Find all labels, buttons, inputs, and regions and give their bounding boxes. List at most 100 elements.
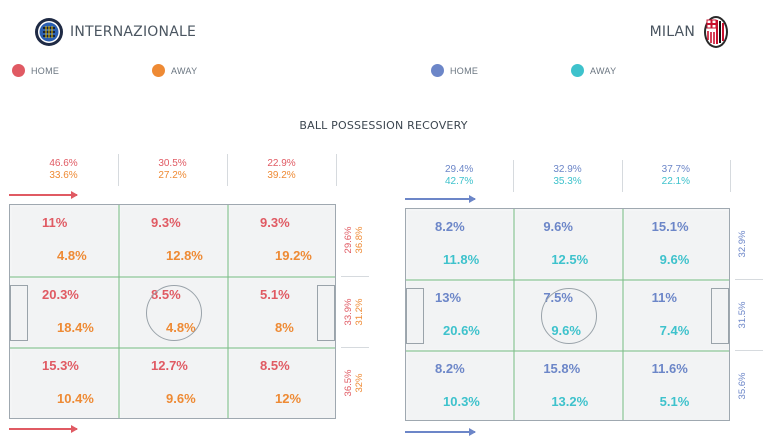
legend-label: HOME [450, 65, 479, 76]
column-divider [513, 160, 515, 192]
pitch-zone: 9.3% 19.2% [230, 207, 335, 275]
pitch-line [406, 350, 729, 352]
legend-label: AWAY [171, 65, 198, 76]
row-share-home: 29.6% [343, 226, 354, 254]
column-share-away: 39.2% [267, 170, 296, 181]
legend-label: AWAY [590, 65, 617, 76]
column-share-away: 42.7% [444, 176, 474, 187]
zone-home-value: 8.2% [435, 361, 465, 376]
pitch-line [10, 275, 335, 278]
attack-direction-arrow [9, 191, 78, 199]
zone-away-value: 7.4% [659, 323, 690, 338]
legend-dot [152, 64, 165, 77]
column-divider [118, 154, 119, 186]
pitch: 8.2% 11.8% 9.6% 12.5% 15.1% 9.6% 13% 20.6% 7.5% 9… [405, 208, 730, 421]
column-share-away: 27.2% [158, 170, 187, 181]
penalty-box-right [711, 287, 729, 344]
pitch-line [513, 209, 516, 420]
row-divider [735, 350, 763, 351]
pitch-zone: 12.7% 9.6% [121, 350, 226, 418]
column-share-home: 29.4% [444, 164, 474, 175]
zone-home-value: 13% [435, 290, 462, 305]
pitch-zone: 13% 20.6% [408, 282, 513, 349]
legend-inter-home: HOME [12, 64, 59, 77]
zone-away-value: 12.5% [551, 252, 589, 267]
center-circle [540, 287, 597, 344]
zone-away-value: 12.8% [166, 248, 203, 263]
zone-home-value: 9.3% [260, 215, 290, 230]
zone-away-value: 5.1% [659, 394, 690, 409]
row-share-label: 35.6% [737, 356, 761, 416]
legend-milan-away: AWAY [571, 64, 616, 77]
zone-home-value: 15.8% [543, 361, 581, 376]
legend-milan-home: HOME [431, 64, 478, 77]
row-divider [341, 347, 369, 349]
pitch-zone: 8.2% 10.3% [408, 353, 513, 420]
attack-direction-arrow [405, 428, 476, 436]
column-share-label: 22.9% 39.2% [232, 158, 332, 182]
column-share-home: 46.6% [49, 158, 78, 169]
row-share-value: 31.5% [737, 301, 748, 328]
zone-away-value: 18.4% [57, 319, 94, 335]
pitch-zone: 9.6% 12.5% [516, 211, 621, 278]
zone-away-value: 13.2% [551, 394, 589, 409]
column-share-label: 46.6% 33.6% [14, 158, 114, 182]
zone-away-value: 10.3% [443, 394, 480, 409]
row-share-away: 36.8% [354, 226, 365, 254]
zone-home-value: 11.6% [651, 361, 688, 376]
home-team-name: INTERNAZIONALE [70, 24, 197, 40]
away-team-name: MILAN [649, 24, 695, 40]
zone-home-value: 11% [651, 290, 677, 305]
zone-home-value: 12.7% [151, 358, 188, 374]
row-share-home: 36.5% [343, 369, 354, 397]
zone-away-value: 9.6% [659, 252, 690, 267]
row-share-label: 29.6% 36.8% [343, 210, 367, 270]
home-team-header: INTERNAZIONALE [34, 14, 196, 50]
zone-away-value: 12% [275, 391, 302, 407]
pitch-zone: 9.3% 12.8% [121, 207, 226, 275]
zone-away-value: 10.4% [57, 391, 94, 407]
away-team-header: MILAN [650, 14, 729, 50]
pitch-line [10, 347, 335, 350]
column-divider [336, 154, 337, 186]
column-share-label: 30.5% 27.2% [123, 158, 223, 182]
column-divider [227, 154, 228, 186]
pitch-line [227, 205, 229, 418]
zone-home-value: 11% [42, 215, 68, 230]
zone-home-value: 5.1% [260, 286, 290, 302]
row-share-label: 31.5% [737, 285, 761, 345]
zone-home-value: 15.3% [42, 358, 79, 374]
row-share-value: 32.9% [737, 230, 748, 257]
pitch-zone: 15.1% 9.6% [624, 211, 729, 278]
column-share-away: 22.1% [661, 176, 690, 187]
pitch-zone: 11% 4.8% [12, 207, 117, 275]
column-divider [730, 160, 731, 192]
penalty-box-left [10, 284, 28, 341]
pitch-zone: 8.2% 11.8% [408, 211, 513, 278]
zone-home-value: 20.3% [42, 286, 79, 302]
zone-away-value: 11.8% [443, 252, 480, 267]
row-share-home: 33.9% [343, 298, 354, 325]
zone-home-value: 8.2% [435, 219, 465, 234]
attack-direction-arrow [9, 425, 78, 433]
center-circle [145, 284, 202, 341]
legend-dot [12, 64, 25, 77]
row-share-away: 32% [354, 373, 365, 393]
penalty-box-right [317, 284, 335, 341]
row-divider [341, 275, 369, 277]
pitch-zone: 20.3% 18.4% [12, 278, 117, 347]
column-share-home: 32.9% [553, 164, 582, 175]
row-share-label: 32.9% [737, 214, 761, 274]
zone-home-value: 9.3% [151, 215, 181, 230]
column-share-label: 37.7% 22.1% [626, 164, 726, 188]
pitch-line [406, 279, 729, 281]
legend-dot [571, 64, 584, 77]
inter-crest-icon [35, 18, 63, 46]
column-share-home: 37.7% [661, 164, 690, 175]
zone-away-value: 9.6% [166, 391, 196, 407]
legend-dot [431, 64, 444, 77]
zone-away-value: 4.8% [57, 248, 87, 263]
zone-away-value: 19.2% [275, 248, 312, 263]
pitch: 11% 4.8% 9.3% 12.8% 9.3% 19.2% 20.3% 18.4% 8.5% 4… [9, 204, 336, 419]
pitch-zone: 11.6% 5.1% [624, 353, 729, 420]
